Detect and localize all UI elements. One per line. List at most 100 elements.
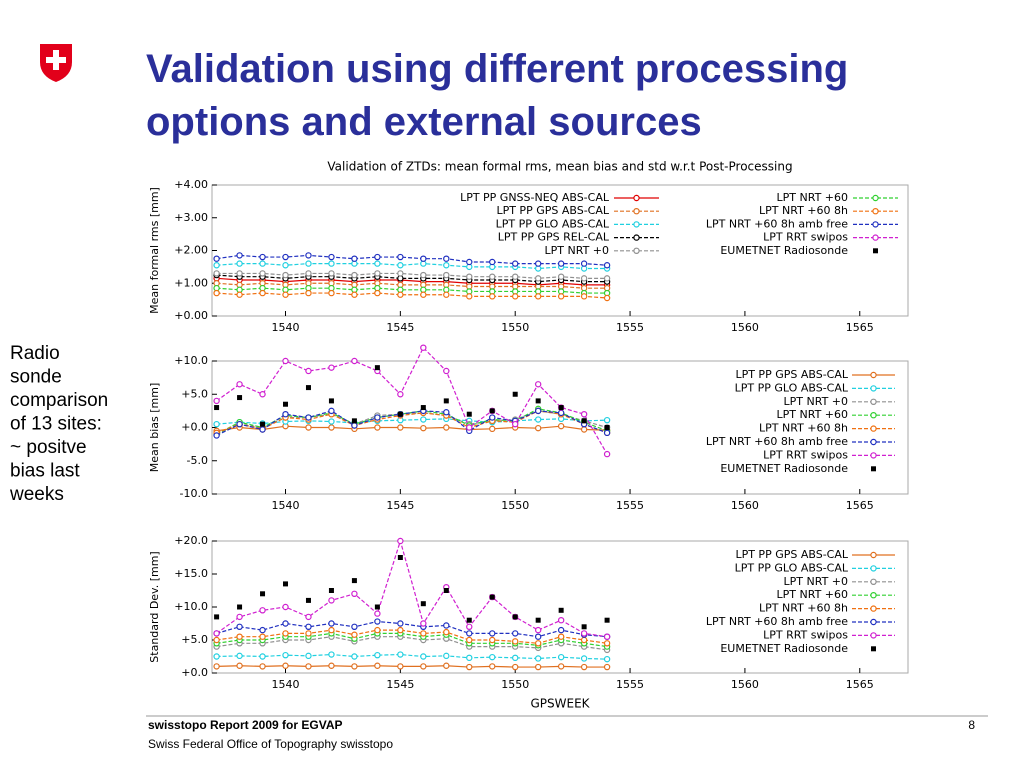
title-line: Validation using different processing [146, 47, 848, 91]
y-axis-label: Mean bias [mm] [148, 383, 161, 473]
point [443, 271, 450, 279]
point [512, 293, 519, 300]
point [351, 255, 358, 262]
legend-marker [870, 438, 877, 446]
point [603, 450, 611, 458]
x-tick-label: 1550 [501, 499, 529, 512]
point [305, 663, 312, 670]
legend-marker [870, 385, 877, 392]
point [397, 424, 404, 431]
point [466, 424, 473, 431]
side-text: weeks [9, 484, 64, 505]
point [328, 260, 335, 267]
point [557, 422, 565, 430]
y-tick-label: +5.0 [181, 387, 208, 400]
legend-label: LPT RRT swipos [763, 628, 848, 641]
point [535, 617, 541, 623]
series-line [216, 632, 608, 648]
point [420, 620, 427, 627]
point [305, 260, 312, 267]
point [328, 651, 335, 658]
point [259, 607, 266, 614]
point [374, 414, 381, 421]
x-tick-label: 1565 [846, 499, 874, 512]
series-line [216, 665, 608, 668]
point [443, 662, 450, 669]
y-tick-label: +1.00 [174, 276, 208, 289]
point [259, 653, 266, 660]
point [305, 597, 311, 603]
point [489, 663, 496, 670]
point [213, 636, 220, 644]
point [397, 262, 404, 269]
legend-label: LPT PP GNSS-NEQ ABS-CAL [460, 191, 610, 204]
point [420, 601, 426, 607]
page-number: 8 [968, 718, 975, 732]
point [397, 537, 404, 545]
point [489, 293, 496, 300]
point [305, 289, 312, 297]
series-line [216, 277, 608, 286]
point [283, 401, 289, 407]
legend-marker [870, 592, 877, 599]
point [420, 424, 427, 432]
footer-report: swisstopo Report 2009 for EGVAP [148, 718, 343, 732]
point [580, 426, 588, 433]
point [259, 633, 266, 640]
point [512, 638, 519, 645]
point [282, 620, 289, 627]
point [282, 411, 289, 418]
point [351, 590, 358, 598]
point [305, 367, 312, 375]
point [259, 391, 266, 398]
point [512, 420, 519, 428]
point [236, 260, 243, 267]
point [305, 424, 312, 431]
legend-label: LPT PP GLO ABS-CAL [496, 217, 610, 230]
point [557, 626, 565, 634]
point [351, 653, 358, 660]
legend-marker [871, 466, 876, 472]
series-line [216, 346, 608, 455]
x-tick-label: 1540 [272, 321, 300, 334]
point [282, 630, 289, 637]
legend-label: LPT PP GPS ABS-CAL [496, 204, 609, 217]
point [443, 424, 450, 431]
point [328, 424, 335, 431]
point [581, 624, 587, 630]
point [397, 620, 404, 627]
x-tick-label: 1545 [386, 499, 414, 512]
point [534, 626, 542, 634]
point [351, 578, 357, 584]
point [534, 633, 542, 640]
point [512, 663, 519, 671]
point [351, 623, 358, 631]
y-tick-label: +0.0 [181, 421, 208, 434]
point [374, 662, 381, 669]
y-axis-label: Mean formal rms [mm] [148, 187, 161, 314]
point [443, 588, 449, 593]
point [351, 291, 358, 298]
point [420, 255, 427, 262]
point [236, 633, 243, 640]
point [443, 628, 450, 636]
point [580, 630, 588, 637]
series-line [216, 425, 608, 432]
point [397, 391, 404, 398]
point [351, 422, 358, 429]
point [213, 420, 220, 428]
point [328, 626, 335, 634]
x-tick-label: 1565 [846, 321, 874, 334]
point [603, 655, 611, 663]
point [534, 293, 542, 300]
legend-label: LPT PP GPS REL-CAL [498, 231, 610, 244]
point [512, 654, 519, 662]
point [580, 275, 588, 282]
legend-label: LPT NRT +60 [777, 191, 848, 204]
point [351, 271, 358, 279]
legend-label: EUMETNET Radiosonde [720, 462, 848, 475]
point [580, 293, 588, 300]
point [489, 273, 496, 280]
y-tick-label: +2.00 [174, 244, 208, 257]
point [512, 273, 519, 280]
